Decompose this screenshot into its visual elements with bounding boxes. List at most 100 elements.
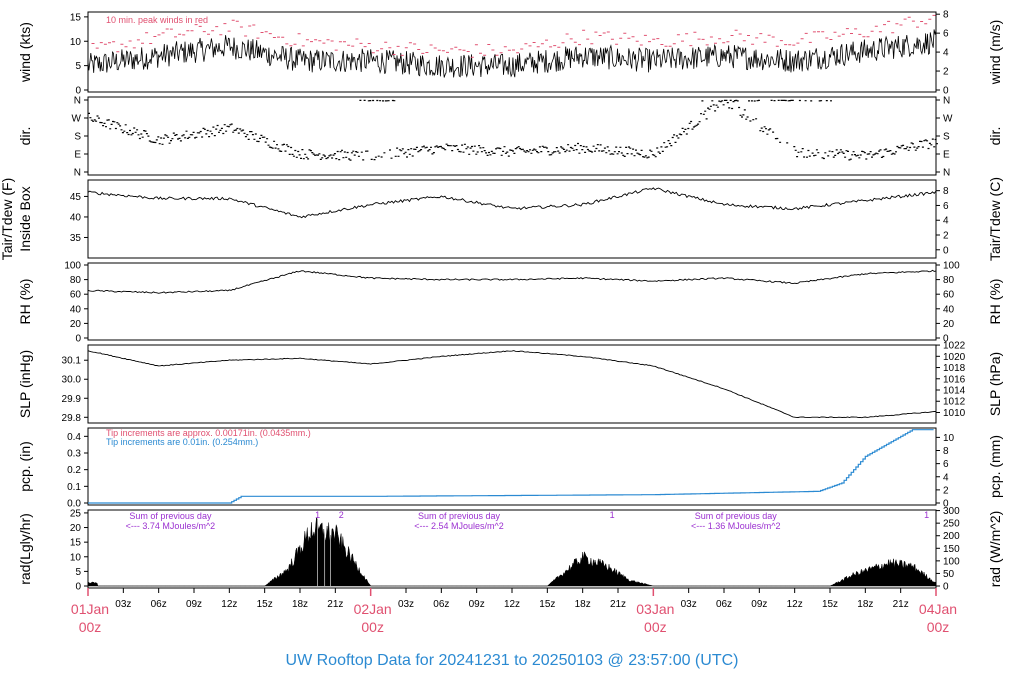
x-hour-label: 18z	[857, 599, 873, 610]
rad-day-sum-value-0: <--- 3.74 MJoules/m^2	[126, 521, 216, 531]
dir-right-tick-label: E	[943, 150, 950, 161]
rad-mark-0: 1	[315, 510, 320, 520]
slp-left-label: SLP (inHg)	[17, 350, 33, 418]
wind-right-tick-label: 2	[943, 67, 949, 78]
x-hour-label: 09z	[469, 599, 485, 610]
x-hour-label: 12z	[787, 599, 803, 610]
panel-frame-pcp	[87, 427, 937, 506]
rad-day-sum-value-1: <--- 2.54 MJoules/m^2	[414, 521, 504, 531]
footer-title: UW Rooftop Data for 20241231 to 20250103…	[286, 652, 739, 669]
rad-right-tick-label: 100	[943, 556, 960, 567]
dir-right-tick-label: W	[943, 114, 953, 125]
x-hour-label: 06z	[433, 599, 449, 610]
x-hour-label: 12z	[221, 599, 237, 610]
x-day-label: 04Jan	[919, 601, 957, 617]
panel-frame-rh	[87, 262, 937, 341]
temp-right-label: Tair/Tdew (C)	[987, 177, 1003, 261]
x-day-hour-label: 00z	[361, 619, 384, 635]
rh-right-tick-label: 0	[943, 334, 949, 345]
wind-right-tick-label: 4	[943, 48, 949, 59]
pcp-note-blue: Tip increments are 0.01in. (0.254mm.)	[106, 437, 258, 447]
x-hour-label: 15z	[257, 599, 273, 610]
slp-right-tick-label: 1010	[943, 408, 966, 419]
rad-mark-2: 1	[610, 510, 615, 520]
x-hour-label: 09z	[751, 599, 767, 610]
x-hour-label: 18z	[575, 599, 591, 610]
temp-left-tick-label: 35	[70, 233, 82, 244]
wind-right-tick-label: 8	[943, 10, 949, 21]
x-hour-label: 12z	[504, 599, 520, 610]
slp-left-tick-label: 29.8	[62, 413, 82, 424]
slp-right-label: SLP (hPa)	[987, 352, 1003, 416]
x-hour-label: 21z	[327, 599, 343, 610]
x-hour-label: 15z	[539, 599, 555, 610]
rh-left-tick-label: 20	[70, 319, 82, 330]
rad-right-tick-label: 0	[943, 582, 949, 593]
temp-left-label: Tair/Tdew (F)	[0, 178, 15, 260]
rad-right-tick-label: 300	[943, 506, 960, 517]
dir-right-tick-label: S	[943, 132, 950, 143]
rh-right-tick-label: 80	[943, 275, 955, 286]
dir-left-tick-label: S	[74, 132, 81, 143]
rh-left-label: RH (%)	[17, 279, 33, 325]
rh-left-tick-label: 100	[64, 261, 81, 272]
dir-right-tick-label: N	[943, 168, 950, 179]
temp-left-tick-label: 40	[70, 212, 82, 223]
rad-mark-3: 1	[924, 510, 929, 520]
slp-left-tick-label: 30.1	[62, 356, 82, 367]
x-hour-label: 09z	[186, 599, 202, 610]
slp-right-tick-label: 1020	[943, 352, 966, 363]
wind-left-tick-label: 10	[70, 37, 82, 48]
slp-right-tick-label: 1022	[943, 341, 966, 352]
wind-right-tick-label: 6	[943, 29, 949, 40]
rad-mark-1: 2	[339, 510, 344, 520]
rad-right-tick-label: 150	[943, 544, 960, 555]
dir-left-tick-label: E	[74, 150, 81, 161]
x-hour-label: 06z	[151, 599, 167, 610]
temp-right-tick-label: 6	[943, 201, 949, 212]
x-day-label: 03Jan	[636, 601, 674, 617]
wind-left-tick-label: 0	[75, 86, 81, 97]
x-hour-label: 21z	[610, 599, 626, 610]
rad-left-tick-label: 10	[70, 552, 82, 563]
rh-left-tick-label: 80	[70, 275, 82, 286]
dir-left-tick-label: W	[72, 114, 82, 125]
x-day-hour-label: 00z	[927, 619, 950, 635]
rad-right-tick-label: 250	[943, 519, 960, 530]
pcp-note-red: Tip increments are approx. 0.00171in. (0…	[106, 428, 311, 438]
pcp-left-tick-label: 0.3	[67, 449, 81, 460]
x-hour-label: 03z	[681, 599, 697, 610]
pcp-left-label: pcp. (in)	[17, 441, 33, 492]
slp-right-tick-label: 1018	[943, 363, 966, 374]
rad-right-label: rad (W/m^2)	[987, 511, 1003, 588]
rad-left-tick-label: 15	[70, 538, 82, 549]
temp-right-tick-label: 8	[943, 186, 949, 197]
rh-right-label: RH (%)	[987, 279, 1003, 325]
pcp-right-label: pcp. (mm)	[987, 435, 1003, 498]
temp-left-tick-label: 45	[70, 192, 82, 203]
wind-left-tick-label: 5	[75, 61, 81, 72]
temp-right-tick-label: 4	[943, 216, 949, 227]
rh-left-tick-label: 60	[70, 290, 82, 301]
rh-right-tick-label: 40	[943, 304, 955, 315]
pcp-left-tick-label: 0.2	[67, 465, 81, 476]
rad-day-sum-title-2: Sum of previous day	[695, 511, 778, 521]
dir-series-marks	[88, 99, 938, 161]
temp-right-tick-label: 0	[943, 245, 949, 256]
rad-right-tick-label: 200	[943, 531, 960, 542]
x-day-hour-label: 00z	[79, 619, 102, 635]
x-day-label: 01Jan	[71, 601, 109, 617]
x-hour-label: 18z	[292, 599, 308, 610]
rad-left-label: rad(Lgly/hr)	[17, 513, 33, 585]
dir-right-tick-label: N	[943, 96, 950, 107]
x-hour-label: 15z	[822, 599, 838, 610]
pcp-left-tick-label: 0.0	[67, 499, 81, 510]
dir-left-tick-label: N	[74, 96, 81, 107]
wind-right-label: wind (m/s)	[987, 20, 1003, 86]
x-day-hour-label: 00z	[644, 619, 667, 635]
rad-left-tick-label: 20	[70, 523, 82, 534]
wind-note: 10 min. peak winds in red	[106, 15, 208, 25]
rh-left-tick-label: 0	[75, 334, 81, 345]
rad-left-tick-label: 0	[75, 582, 81, 593]
